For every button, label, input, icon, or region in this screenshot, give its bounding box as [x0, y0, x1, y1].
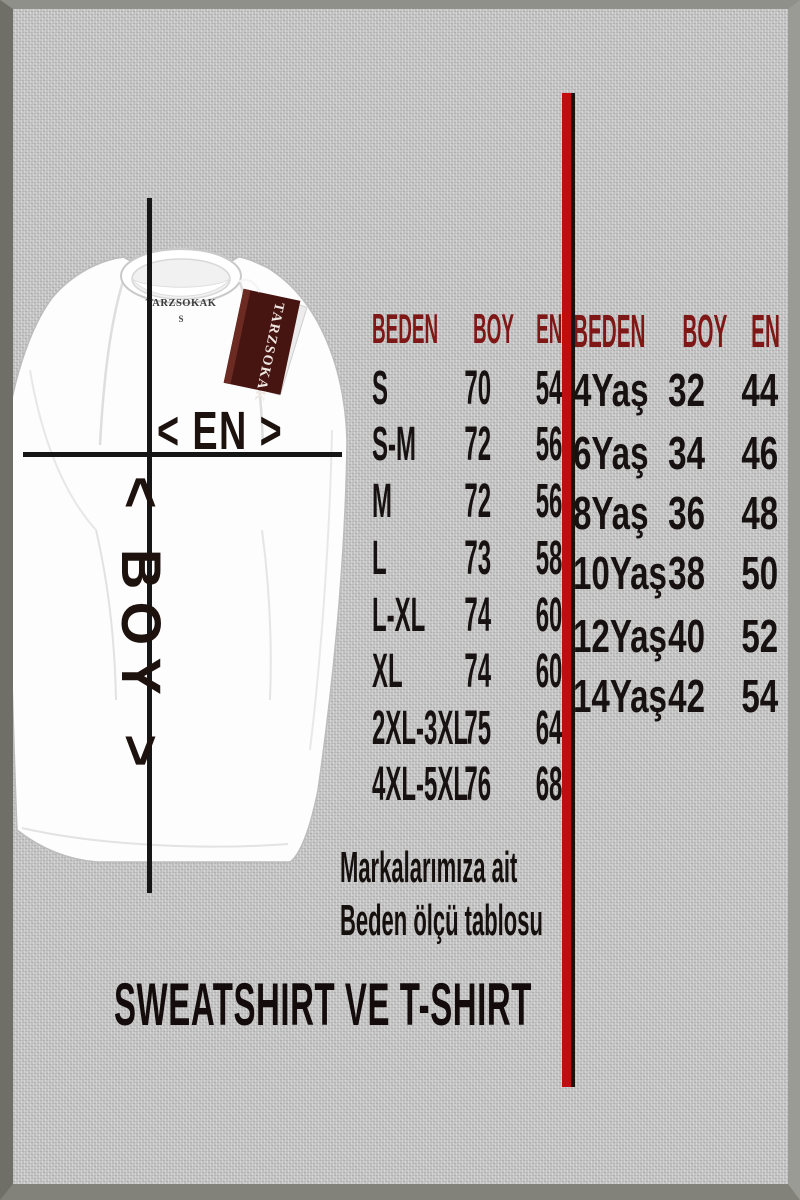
kids-header-size: BEDEN — [573, 305, 646, 357]
length-cell: 34 — [668, 427, 706, 479]
sleeve-fold-right — [309, 429, 333, 751]
width-cell: 58 — [535, 532, 562, 585]
adult-table-header: BEDEN BOY EN — [372, 308, 562, 354]
width-cell: 68 — [535, 758, 562, 811]
width-cell: 50 — [741, 547, 778, 599]
length-measure-line — [147, 198, 152, 893]
tshirt-graphic: TARZSOKAK S TARZSOKAK — [1, 248, 348, 863]
adult-header-length: BOY — [473, 305, 514, 352]
adult-row-4xl5xl: 4XL-5XL 76 68 — [372, 758, 562, 811]
hang-tag: TARZSOKAK — [223, 278, 308, 404]
width-cell: 56 — [535, 418, 562, 471]
sleeve-fold-left — [29, 369, 97, 531]
width-cell: 44 — [741, 364, 778, 416]
kids-row-14yas: 14Yaş 42 54 — [573, 673, 778, 719]
adult-row-lxl: L-XL 74 60 — [372, 589, 562, 642]
length-cell: 36 — [668, 487, 706, 539]
size-cell: M — [372, 475, 392, 528]
hem-line — [21, 827, 289, 848]
size-cell: 14Yaş — [573, 670, 667, 722]
length-cell: 76 — [464, 758, 492, 811]
size-cell: S — [372, 362, 389, 415]
size-cell: 4XL-5XL — [372, 758, 469, 811]
length-cell: 72 — [464, 418, 492, 471]
neck-label-brand: TARZSOKAK — [146, 298, 217, 309]
length-cell: 73 — [464, 532, 492, 585]
kids-row-8yas: 8Yaş 36 48 — [573, 490, 778, 536]
hang-tag-string — [238, 278, 261, 293]
length-cell: 42 — [668, 670, 706, 722]
width-cell: 54 — [535, 362, 562, 415]
length-measure-label: < BOY > — [110, 476, 173, 780]
tshirt-body — [1, 256, 348, 863]
adult-row-s: S 70 54 — [372, 362, 562, 415]
width-cell: 52 — [741, 610, 778, 662]
width-cell: 46 — [741, 427, 778, 479]
length-cell: 32 — [668, 364, 706, 416]
underarm-shadow-left — [95, 529, 117, 701]
width-measure-label: < EN > — [157, 401, 284, 461]
size-cell: 4Yaş — [573, 364, 649, 416]
underarm-shadow-right — [261, 529, 272, 701]
size-cell: L — [372, 532, 387, 585]
width-cell: 48 — [741, 487, 778, 539]
size-cell: XL — [372, 645, 403, 698]
length-cell: 38 — [668, 547, 706, 599]
adult-row-m: M 72 56 — [372, 475, 562, 528]
divider-shadow-line — [571, 93, 575, 1087]
adult-row-sm: S-M 72 56 — [372, 418, 562, 471]
length-cell: 72 — [464, 475, 492, 528]
width-cell: 64 — [535, 702, 562, 755]
note-line-2: Beden ölçü tablosu — [340, 896, 543, 945]
bottom-title: SWEATSHIRT VE T-SHIRT — [114, 971, 532, 1038]
neck-label-size: S — [178, 314, 183, 324]
width-cell: 54 — [741, 670, 778, 722]
length-cell: 74 — [464, 645, 492, 698]
size-cell: 8Yaş — [573, 487, 649, 539]
length-cell: 75 — [464, 702, 492, 755]
kids-table-header: BEDEN BOY EN — [573, 305, 780, 357]
width-cell: 60 — [535, 589, 562, 642]
kids-header-width: EN — [751, 305, 780, 357]
divider-red-line — [562, 93, 571, 1087]
length-cell: 74 — [464, 589, 492, 642]
adult-header-width: EN — [535, 305, 562, 352]
size-cell: 10Yaş — [573, 547, 667, 599]
size-cell: 6Yaş — [573, 427, 649, 479]
length-cell: 70 — [464, 362, 492, 415]
note-line-1: Markalarımıza ait — [340, 843, 518, 892]
kids-row-10yas: 10Yaş 38 50 — [573, 550, 778, 596]
size-cell: L-XL — [372, 589, 426, 642]
size-cell: 12Yaş — [573, 610, 667, 662]
adult-row-xl: XL 74 60 — [372, 645, 562, 698]
adult-row-2xl3xl: 2XL-3XL 75 64 — [372, 702, 562, 755]
width-cell: 60 — [535, 645, 562, 698]
neckband — [131, 278, 231, 297]
kids-header-length: BOY — [682, 305, 728, 357]
kids-row-12yas: 12Yaş 40 52 — [573, 613, 778, 659]
kids-row-4yas: 4Yaş 32 44 — [573, 367, 778, 413]
kids-size-table: BEDEN BOY EN 4Yaş 32 44 6Yaş 34 46 8Yaş … — [573, 305, 780, 738]
length-cell: 40 — [668, 610, 706, 662]
adult-size-table: BEDEN BOY EN S 70 54 S-M 72 56 M 72 56 L… — [372, 308, 562, 818]
width-measure-line — [23, 452, 342, 457]
width-cell: 56 — [535, 475, 562, 528]
hang-tag-fold-edge — [223, 288, 251, 385]
kids-row-6yas: 6Yaş 34 46 — [573, 430, 778, 476]
adult-header-size: BEDEN — [372, 305, 439, 352]
size-cell: 2XL-3XL — [372, 702, 469, 755]
adult-row-l: L 73 58 — [372, 532, 562, 585]
size-cell: S-M — [372, 418, 416, 471]
